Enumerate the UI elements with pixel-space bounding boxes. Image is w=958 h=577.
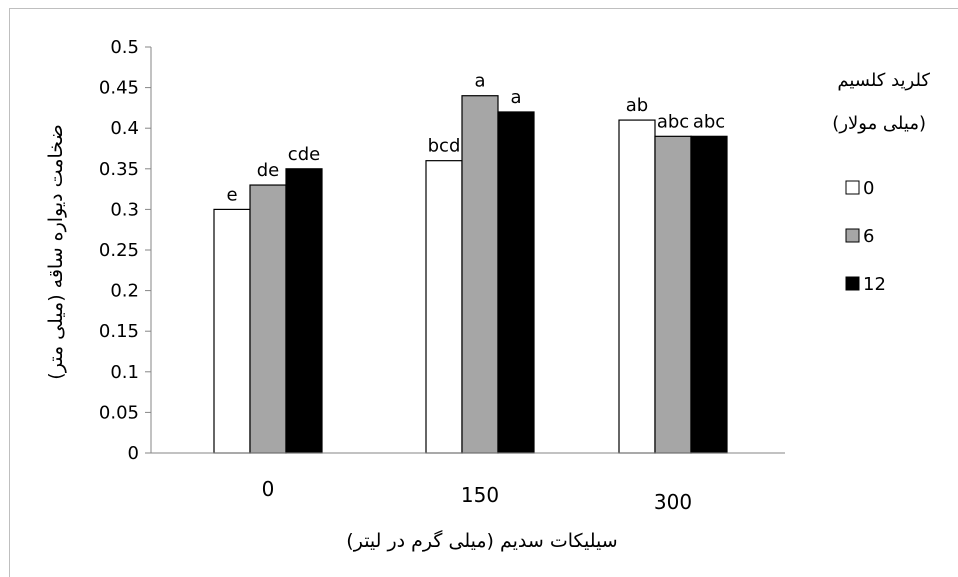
- x-category-label: 300: [654, 490, 692, 514]
- bar-data-label: e: [226, 184, 237, 205]
- y-tick-label: 0.45: [99, 78, 139, 99]
- x-axis: 0 150 300: [151, 452, 785, 514]
- legend: کلرید کلسیم (میلی مولار) 0 6 12: [832, 70, 930, 295]
- legend-swatch-12: [845, 276, 860, 291]
- significance-labels: e bcd ab de a abc cde a abc: [226, 71, 725, 206]
- bar-data-label: a: [474, 71, 485, 92]
- bar-series-6: [461, 95, 499, 454]
- y-axis: 0 0.05 0.1 0.15 0.2 0.25 0.3 0.35 0.4 0.45 0.5: [99, 37, 152, 464]
- y-tick-label: 0.15: [99, 321, 139, 342]
- legend-title-line1: کلرید کلسیم: [837, 70, 930, 91]
- y-tick-label: 0.2: [110, 281, 139, 302]
- legend-title-line2: (میلی مولار): [832, 113, 926, 134]
- bar-data-label: a: [510, 87, 521, 108]
- bar-series-0: [213, 208, 251, 454]
- bar-data-label: abc: [693, 111, 725, 132]
- legend-label-6: 6: [863, 226, 874, 247]
- bar-series-0: [425, 160, 463, 454]
- legend-label-12: 12: [863, 274, 886, 295]
- legend-label-0: 0: [863, 178, 874, 199]
- chart-frame: [9, 8, 958, 577]
- bar-data-label: abc: [657, 111, 689, 132]
- y-tick-label: 0.1: [110, 362, 139, 383]
- y-tick-label: 0.4: [110, 118, 139, 139]
- bar-data-label: de: [257, 160, 280, 181]
- y-tick-label: 0.3: [110, 199, 139, 220]
- bars: [213, 95, 728, 454]
- legend-swatch-6: [845, 228, 860, 243]
- x-axis-title: سیلیکات سدیم (میلی گرم در لیتر): [346, 529, 617, 552]
- bar-series-12: [690, 135, 728, 454]
- bar-data-label: ab: [626, 95, 648, 116]
- bar-series-0: [618, 119, 656, 454]
- bar-series-6: [249, 184, 287, 454]
- bar-series-6: [654, 135, 692, 454]
- x-category-label: 150: [461, 483, 499, 507]
- y-tick-label: 0.25: [99, 240, 139, 261]
- y-axis-title: ضخامت دیواره ساقه (میلی متر): [45, 124, 67, 379]
- y-tick-label: 0.35: [99, 159, 139, 180]
- legend-swatch-0: [845, 180, 860, 195]
- bar-series-12: [497, 111, 535, 454]
- y-tick-label: 0: [128, 443, 139, 464]
- y-tick-label: 0.05: [99, 402, 139, 423]
- bar-data-label: bcd: [428, 136, 461, 157]
- bar-data-label: cde: [288, 144, 320, 165]
- bar-series-12: [285, 168, 323, 454]
- y-tick-label: 0.5: [110, 37, 139, 58]
- x-category-label: 0: [262, 477, 275, 501]
